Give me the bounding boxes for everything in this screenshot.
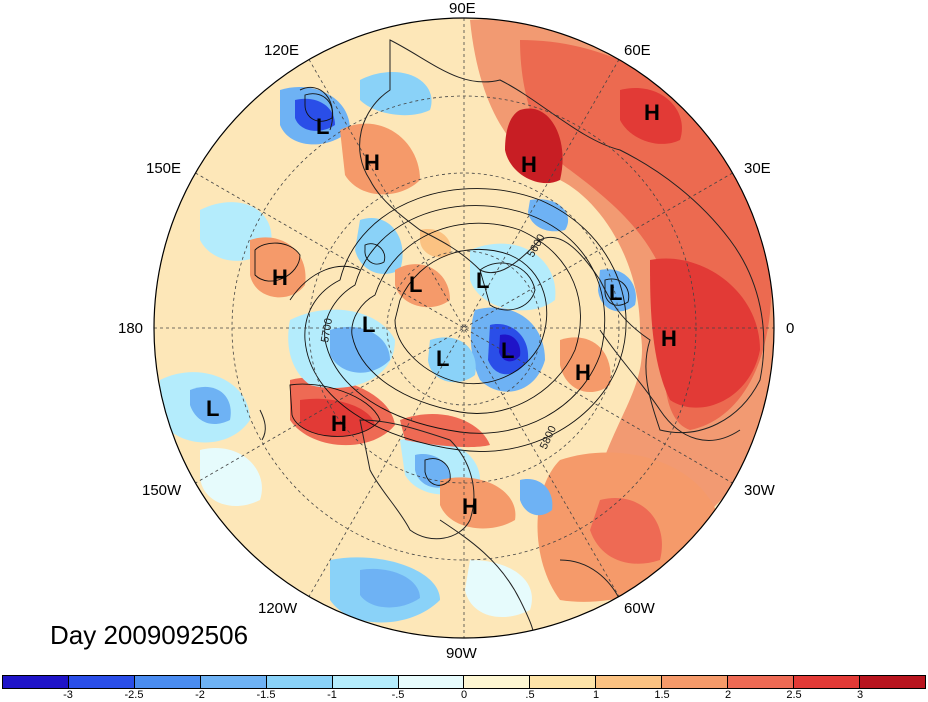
colorbar-tick-label: 3 bbox=[856, 689, 864, 701]
colorbar-swatch bbox=[530, 676, 597, 688]
pressure-label: L bbox=[436, 346, 449, 371]
pressure-label: H bbox=[331, 411, 347, 436]
colorbar-swatch bbox=[596, 676, 663, 688]
lon-label-120e: 120E bbox=[264, 42, 300, 59]
lon-label-120w: 120W bbox=[258, 600, 298, 617]
colorbar-tick-label: -2.5 bbox=[124, 689, 144, 701]
lon-label-0: 0 bbox=[786, 320, 795, 337]
colorbar-swatch bbox=[464, 676, 531, 688]
colorbar-tick-label: .5 bbox=[525, 689, 535, 701]
lon-label-30w: 30W bbox=[744, 482, 775, 499]
map-boundary bbox=[153, 17, 775, 639]
colorbar-tick-label: -1 bbox=[327, 689, 337, 701]
pressure-label: L bbox=[501, 338, 514, 363]
pressure-label: L bbox=[362, 312, 375, 337]
pressure-label: H bbox=[661, 326, 677, 351]
pressure-label: L bbox=[316, 114, 329, 139]
lon-label-90e: 90E bbox=[449, 0, 476, 17]
colorbar-swatch bbox=[728, 676, 795, 688]
colorbar-tick-label: -3 bbox=[63, 689, 73, 701]
lon-label-60w: 60W bbox=[624, 600, 655, 617]
contour-label-5700: 5700 bbox=[319, 317, 335, 343]
colorbar-tick-label: 2.5 bbox=[786, 689, 802, 701]
pressure-label: L bbox=[476, 268, 489, 293]
height-contours bbox=[254, 93, 630, 486]
colorbar-tick-label: -1.5 bbox=[256, 689, 276, 701]
colorbar-swatch bbox=[68, 676, 135, 688]
colorbar-swatch bbox=[859, 676, 925, 688]
colorbar-tick-label: 0 bbox=[460, 689, 468, 701]
pressure-label: H bbox=[364, 150, 380, 175]
colorbar-swatch bbox=[3, 676, 69, 688]
colorbar-tick-label: 1 bbox=[592, 689, 600, 701]
pressure-label: L bbox=[609, 280, 622, 305]
lon-label-60e: 60E bbox=[624, 42, 651, 59]
colorbar-tick-label: 1.5 bbox=[654, 689, 670, 701]
colorbar-swatch bbox=[266, 676, 333, 688]
pressure-label: H bbox=[272, 265, 288, 290]
lon-label-150w: 150W bbox=[142, 482, 182, 499]
lon-label-180: 180 bbox=[118, 320, 144, 337]
pressure-label: H bbox=[644, 100, 660, 125]
colorbar-swatch bbox=[794, 676, 860, 688]
polar-map: 5600 5700 5800 L H H H H L L L H L L L H… bbox=[153, 17, 775, 639]
coastlines bbox=[259, 39, 765, 638]
pressure-label: H bbox=[575, 360, 591, 385]
colorbar-swatch bbox=[200, 676, 267, 688]
graticule bbox=[154, 18, 774, 638]
map-title: Day 2009092506 bbox=[50, 620, 249, 650]
anomaly-field bbox=[154, 18, 774, 638]
colorbar-swatch bbox=[332, 676, 399, 688]
colorbar-tick-label: -.5 bbox=[391, 689, 405, 701]
pressure-label: L bbox=[409, 272, 422, 297]
pressure-label: H bbox=[521, 152, 537, 177]
lon-label-90w: 90W bbox=[446, 645, 477, 662]
pressure-label: L bbox=[206, 396, 219, 421]
colorbar-tick-label: -2 bbox=[195, 689, 205, 701]
pressure-label: H bbox=[462, 494, 478, 519]
colorbar-swatch bbox=[398, 676, 465, 688]
colorbar bbox=[2, 675, 926, 689]
colorbar-tick-label: 2 bbox=[724, 689, 732, 701]
lon-label-150e: 150E bbox=[146, 160, 182, 177]
colorbar-swatch bbox=[662, 676, 729, 688]
colorbar-swatch bbox=[134, 676, 201, 688]
pressure-systems: L H H H H L L L H L L L H H L H L bbox=[206, 100, 677, 519]
lon-label-30e: 30E bbox=[744, 160, 771, 177]
